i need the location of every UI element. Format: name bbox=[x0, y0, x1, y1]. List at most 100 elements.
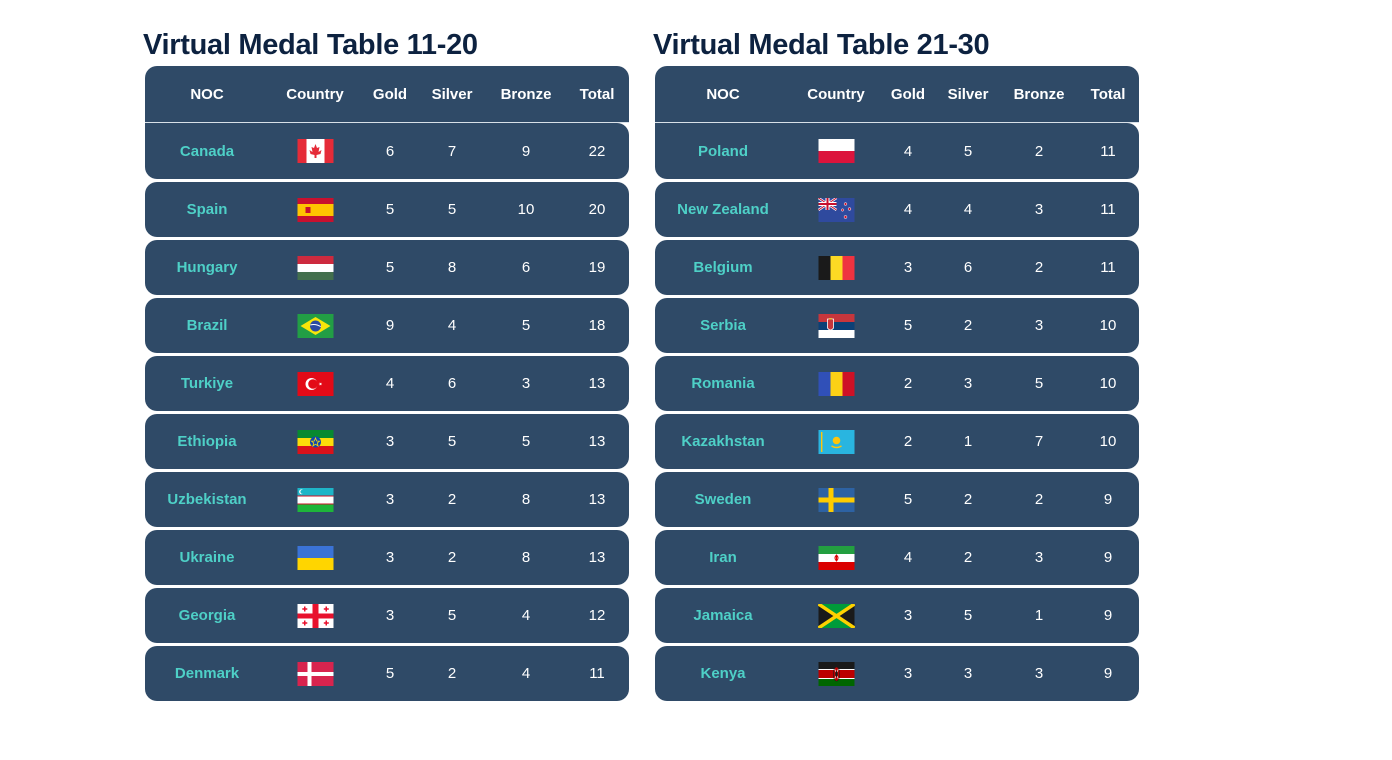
table-body: NOC Country Gold Silver Bronze Total Can… bbox=[145, 66, 629, 701]
country-name: Romania bbox=[691, 375, 755, 392]
bronze-count: 3 bbox=[1034, 201, 1044, 218]
gold-count: 5 bbox=[385, 201, 395, 218]
header-bronze: Bronze bbox=[1013, 85, 1065, 103]
gold-count: 3 bbox=[385, 433, 395, 450]
canada-flag-icon bbox=[297, 139, 333, 163]
total-count: 10 bbox=[1099, 317, 1117, 334]
silver-count: 6 bbox=[963, 259, 973, 276]
country-name: Sweden bbox=[694, 491, 752, 508]
bronze-count: 5 bbox=[521, 317, 531, 334]
total-count: 11 bbox=[1100, 259, 1116, 276]
country-flag-cell bbox=[269, 371, 361, 396]
country-flag-cell bbox=[269, 429, 361, 454]
gold-count: 4 bbox=[903, 201, 913, 218]
bronze-count: 3 bbox=[1034, 549, 1044, 566]
romania-flag-icon bbox=[818, 371, 854, 396]
table-row: Brazil 9 4 5 18 bbox=[145, 298, 629, 353]
total-count: 13 bbox=[588, 491, 606, 508]
bronze-count: 8 bbox=[521, 549, 531, 566]
table-row: Canada 6 7 9 22 bbox=[145, 123, 629, 179]
country-name: Jamaica bbox=[693, 607, 753, 624]
country-flag-cell bbox=[791, 487, 881, 512]
serbia-flag-icon bbox=[818, 313, 854, 338]
country-name: Serbia bbox=[700, 317, 746, 334]
table-row: Poland 4 5 2 11 bbox=[655, 123, 1139, 179]
total-count: 11 bbox=[1100, 201, 1116, 218]
silver-count: 2 bbox=[963, 549, 973, 566]
gold-count: 3 bbox=[903, 259, 913, 276]
total-count: 22 bbox=[588, 142, 606, 160]
table-title: Virtual Medal Table 11-20 bbox=[143, 29, 478, 61]
hungary-flag-icon bbox=[297, 255, 333, 280]
bronze-count: 1 bbox=[1034, 607, 1044, 624]
table-row: Belgium 3 6 2 11 bbox=[655, 240, 1139, 295]
bronze-count: 9 bbox=[521, 142, 531, 160]
country-flag-cell bbox=[791, 661, 881, 686]
total-count: 10 bbox=[1099, 375, 1117, 392]
country-flag-cell bbox=[791, 313, 881, 338]
total-count: 10 bbox=[1099, 433, 1117, 450]
silver-count: 5 bbox=[447, 607, 457, 624]
table-row: Kenya 3 3 3 9 bbox=[655, 646, 1139, 701]
table-row: Ethiopia 3 5 5 13 bbox=[145, 414, 629, 469]
silver-count: 5 bbox=[447, 433, 457, 450]
header-gold: Gold bbox=[890, 85, 926, 103]
silver-count: 2 bbox=[963, 491, 973, 508]
silver-count: 5 bbox=[963, 607, 973, 624]
country-name: Canada bbox=[179, 142, 235, 160]
table-row: Uzbekistan 3 2 8 13 bbox=[145, 472, 629, 527]
country-flag-cell bbox=[791, 545, 881, 570]
bronze-count: 2 bbox=[1034, 491, 1044, 508]
header-bronze: Bronze bbox=[500, 85, 552, 103]
country-flag-cell bbox=[269, 139, 361, 163]
table-row: Ukraine 3 2 8 13 bbox=[145, 530, 629, 585]
ukraine-flag-icon bbox=[297, 545, 333, 570]
total-count: 13 bbox=[588, 375, 606, 392]
country-name: Kazakhstan bbox=[681, 433, 765, 450]
bronze-count: 2 bbox=[1034, 142, 1044, 160]
bronze-count: 4 bbox=[521, 607, 531, 624]
uzbekistan-flag-icon bbox=[297, 487, 333, 512]
gold-count: 6 bbox=[385, 142, 395, 160]
silver-count: 7 bbox=[447, 142, 457, 160]
country-flag-cell bbox=[791, 255, 881, 280]
header-silver: Silver bbox=[947, 85, 989, 103]
country-flag-cell bbox=[791, 139, 881, 163]
country-name: Ethiopia bbox=[177, 433, 237, 450]
silver-count: 2 bbox=[447, 549, 457, 566]
medal-table-11-20: Virtual Medal Table 11-20 NOC Country Go… bbox=[143, 28, 629, 701]
total-count: 9 bbox=[1103, 549, 1113, 566]
jamaica-flag-icon bbox=[817, 603, 855, 628]
gold-count: 3 bbox=[385, 607, 395, 624]
new-zealand-flag-icon bbox=[817, 197, 854, 222]
gold-count: 3 bbox=[903, 607, 913, 624]
table-header-row: NOC Country Gold Silver Bronze Total bbox=[145, 66, 629, 123]
turkiye-flag-icon bbox=[297, 371, 333, 396]
ethiopia-flag-icon bbox=[297, 429, 333, 454]
table-row: Denmark 5 2 4 11 bbox=[145, 646, 629, 701]
country-flag-cell bbox=[791, 429, 881, 454]
silver-count: 3 bbox=[963, 665, 973, 682]
total-count: 19 bbox=[588, 259, 606, 276]
gold-count: 3 bbox=[385, 549, 395, 566]
country-flag-cell bbox=[269, 603, 361, 628]
country-name: Uzbekistan bbox=[167, 491, 247, 508]
table-row: Spain 5 5 10 20 bbox=[145, 182, 629, 237]
silver-count: 6 bbox=[447, 375, 457, 392]
header-country: Country bbox=[807, 85, 865, 103]
kenya-flag-icon bbox=[818, 661, 854, 686]
country-flag-cell bbox=[269, 661, 361, 686]
bronze-count: 3 bbox=[521, 375, 531, 392]
table-title: Virtual Medal Table 21-30 bbox=[653, 29, 990, 61]
country-name: Brazil bbox=[186, 317, 228, 334]
gold-count: 5 bbox=[385, 259, 395, 276]
medal-table-21-30: Virtual Medal Table 21-30 NOC Country Go… bbox=[653, 28, 1139, 701]
gold-count: 4 bbox=[385, 375, 395, 392]
total-count: 13 bbox=[588, 433, 606, 450]
brazil-flag-icon bbox=[297, 313, 333, 338]
total-count: 11 bbox=[1100, 142, 1116, 160]
country-name: Ukraine bbox=[179, 549, 235, 566]
country-name: Georgia bbox=[178, 607, 236, 624]
header-silver: Silver bbox=[431, 85, 473, 103]
table-row: Romania 2 3 5 10 bbox=[655, 356, 1139, 411]
